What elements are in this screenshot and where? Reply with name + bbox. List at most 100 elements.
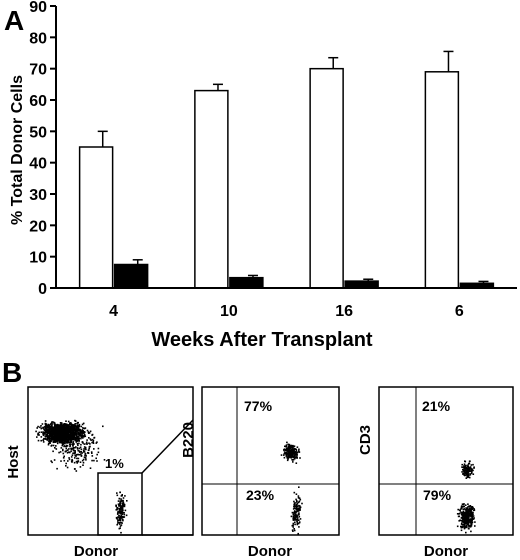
donor-cell-dot: [119, 519, 122, 521]
cd3-positive-dot: [461, 466, 464, 469]
cd3-positive-dot: [461, 471, 463, 473]
b220-negative-dot: [299, 508, 301, 511]
b220-positive-dot: [283, 456, 286, 459]
cd3-positive-dot: [463, 470, 465, 473]
host-cell-dot: [45, 430, 47, 432]
host-cell-dot: [74, 450, 76, 452]
donor-cell-dot: [121, 500, 123, 502]
host-cell-dot: [63, 459, 66, 462]
cd3-negative-dot: [458, 509, 461, 511]
cd3-negative-dot: [471, 518, 474, 520]
b220-positive-dot: [293, 454, 296, 457]
b220-negative-dot: [296, 516, 298, 519]
cd3-negative-dot: [465, 518, 467, 521]
host-cell-dot: [55, 434, 58, 437]
donor-cell-dot: [121, 494, 123, 497]
host-cell-dot: [72, 449, 75, 452]
cd3-negative-dot: [468, 524, 470, 527]
host-cell-dot: [59, 424, 61, 427]
b220-positive-dot: [285, 444, 288, 446]
host-cell-dot: [68, 434, 70, 436]
b220-positive-dot: [296, 457, 298, 459]
b220-positive-dot: [296, 456, 298, 458]
donor-cell-dot: [117, 510, 119, 513]
host-cell-dot: [49, 437, 52, 440]
cd3-negative-dot: [458, 520, 460, 522]
cd3-positive-dot: [470, 470, 472, 472]
b220-positive-dot: [283, 448, 285, 451]
host-cell-dot: [70, 429, 73, 432]
host-cell-dot: [66, 423, 68, 426]
host-cell-dot: [42, 434, 45, 437]
host-cell-dot: [45, 423, 48, 425]
host-cell-dot: [69, 422, 71, 425]
cd3-negative-dot: [462, 511, 464, 513]
host-cell-dot: [72, 435, 74, 438]
cd3-negative-dot: [460, 505, 463, 507]
plot1-y-label: Host: [5, 445, 22, 478]
host-cell-dot: [75, 453, 78, 456]
host-cell-dot: [52, 444, 55, 447]
host-cell-dot: [74, 439, 77, 442]
host-cell-dot: [47, 437, 50, 439]
cd3-positive-dot: [472, 469, 474, 472]
cd3-positive-dot: [467, 474, 470, 477]
cd3-positive-dot: [466, 473, 469, 475]
host-cell-dot: [77, 427, 79, 430]
cd3-negative-dot: [465, 524, 468, 527]
host-cell-dot: [50, 426, 53, 428]
b220-negative-dot: [293, 528, 295, 530]
host-cell-dot: [78, 439, 80, 442]
host-cell-dot: [46, 439, 48, 441]
host-cell-dot: [73, 461, 76, 464]
cd3-negative-dot: [461, 522, 463, 524]
host-cell-dot: [52, 440, 55, 443]
host-cell-dot: [93, 448, 95, 450]
cd3-positive-dot: [463, 466, 465, 468]
b220-negative-dot: [298, 521, 301, 523]
donor-cell-dot: [118, 523, 121, 525]
panel-a-letter: A: [4, 5, 24, 36]
cd3-negative-dot: [460, 526, 463, 529]
host-cell-dot: [82, 427, 84, 429]
host-cell-dot: [76, 457, 78, 460]
host-cell-dot: [45, 436, 47, 438]
host-cell-dot: [55, 437, 58, 440]
b220-negative-dot: [293, 511, 296, 514]
host-cell-dot: [51, 430, 54, 432]
donor-cell-dot: [122, 512, 125, 514]
host-cell-dot: [71, 443, 73, 445]
b220-positive-dot: [291, 449, 294, 452]
b220-negative-dot: [295, 499, 298, 502]
host-cell-dot: [71, 438, 74, 441]
b220-positive-dot: [288, 446, 290, 448]
b220-negative-dot: [296, 518, 299, 521]
host-cell-dot: [70, 448, 73, 451]
host-cell-dot: [63, 427, 66, 430]
cd3-negative-dot: [469, 515, 471, 517]
cd3-negative-dot: [469, 506, 471, 508]
b220-negative-dot: [294, 523, 296, 526]
host-cell-dot: [69, 434, 72, 436]
host-cell-dot: [67, 420, 70, 423]
donor-cell-dot: [117, 512, 119, 515]
host-cell-dot: [59, 438, 62, 440]
host-cell-dot: [82, 422, 85, 425]
host-cell-dot: [75, 470, 78, 472]
donor-cell-dot: [120, 495, 123, 497]
cd3-positive-dot: [470, 464, 473, 466]
donor-cell-dot: [121, 504, 124, 507]
y-tick-label: 0: [38, 281, 47, 298]
cd3-positive-dot: [470, 472, 473, 475]
host-cell-dot: [87, 452, 90, 454]
cd3-negative-dot: [460, 513, 463, 516]
host-cell-dot: [69, 437, 72, 439]
host-cell-dot: [76, 448, 79, 450]
y-tick-label: 40: [29, 156, 47, 173]
host-cell-dot: [59, 451, 62, 453]
host-cell-dot: [63, 439, 66, 442]
cd3-negative-dot: [458, 513, 460, 515]
host-cell-dot: [70, 422, 72, 424]
y-tick-label: 50: [29, 124, 47, 141]
donor-cell-dot: [122, 518, 124, 521]
